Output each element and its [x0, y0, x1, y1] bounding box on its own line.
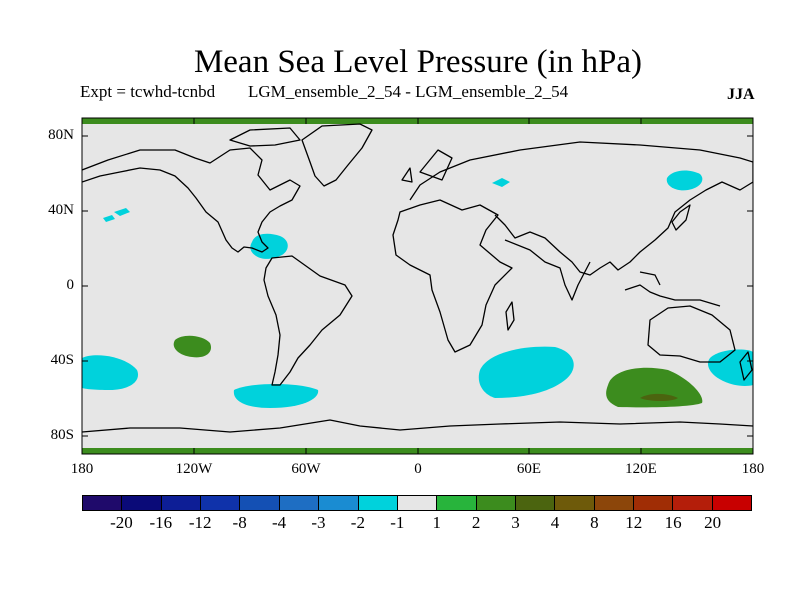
- new-zealand: [739, 351, 753, 381]
- colorbar-cell: [240, 496, 280, 510]
- drake-passage: [233, 384, 319, 408]
- north-atlantic-small: [492, 178, 510, 187]
- lat-label-40s: 40S: [50, 352, 74, 368]
- colorbar-cell: [279, 496, 320, 510]
- colorbar-cell: [358, 496, 398, 510]
- indonesia: [624, 271, 721, 307]
- colorbar-label: 2: [471, 513, 481, 532]
- tasman-sea: [707, 349, 753, 386]
- season-label: JJA: [727, 86, 755, 103]
- colorbar-label: 20: [704, 513, 722, 532]
- lat-label-80s: 80S: [50, 427, 74, 443]
- colorbar-cell: [397, 496, 438, 510]
- colorbar-label: 3: [511, 513, 520, 532]
- lon-label-120e: 120E: [625, 461, 657, 477]
- colorbar-cell: [161, 496, 202, 510]
- colorbar-label: 16: [664, 513, 682, 532]
- colorbar-cell: [319, 496, 359, 510]
- canadian-islands: [229, 127, 301, 147]
- lon-label-120w: 120W: [175, 461, 213, 477]
- north-america-coast: [82, 147, 301, 253]
- colorbar-cell: [673, 496, 713, 510]
- antarctica-coast: [82, 419, 753, 433]
- eurasia-coast: [409, 141, 753, 276]
- map-title: Mean Sea Level Pressure (in hPa): [193, 44, 643, 80]
- colorbar-label: 12: [625, 513, 643, 532]
- colorbar-cell: [201, 496, 241, 510]
- kamchatka: [666, 170, 703, 191]
- colorbar-label: 8: [590, 513, 599, 532]
- colorbar-label: 1: [432, 513, 441, 532]
- south-pacific-west: [82, 355, 139, 390]
- colorbar-cell: [83, 496, 123, 510]
- colorbar-label: -12: [188, 513, 212, 532]
- colorbar-cell: [437, 496, 477, 510]
- lon-label-60w: 60W: [291, 461, 321, 477]
- australia-coast: [647, 305, 736, 363]
- colorbar-label: 4: [550, 513, 560, 532]
- colorbar-label: -20: [110, 513, 133, 532]
- lat-label-40n: 40N: [48, 202, 74, 218]
- europe-africa-coast: [392, 199, 513, 353]
- south-of-australia: [606, 367, 703, 408]
- colorbar-label: -2: [350, 513, 365, 532]
- ensemble-label: LGM_ensemble_2_54 - LGM_ensemble_2_54: [248, 82, 569, 101]
- north-pacific-small-2: [103, 215, 115, 222]
- colorbar-label: -8: [232, 513, 247, 532]
- colorbar-cell: [476, 496, 516, 510]
- gulf-of-mexico: [250, 233, 288, 259]
- lon-label-180w: 180: [70, 461, 94, 477]
- coastlines: [82, 123, 753, 433]
- greenland-coast: [301, 123, 373, 187]
- colorbar-label: -3: [311, 513, 326, 532]
- colorbar-cell: [712, 496, 752, 510]
- arabia-india: [504, 239, 591, 301]
- colorbar-label: -16: [149, 513, 173, 532]
- japan: [671, 204, 691, 231]
- south-indian-ocean-west: [478, 346, 574, 398]
- experiment-label: Expt = tcwhd-tcnbd: [80, 82, 216, 101]
- south-america-coast: [263, 255, 353, 386]
- lat-label-80n: 80N: [48, 127, 74, 143]
- axis-ticks: [81, 118, 754, 454]
- colorbar-cell: [634, 496, 674, 510]
- colorbar-label: -4: [271, 513, 287, 532]
- madagascar: [505, 301, 515, 331]
- uk-scandinavia: [401, 149, 453, 183]
- south-pacific-positive: [173, 335, 212, 358]
- lon-label-180e: 180: [741, 461, 765, 477]
- north-pacific-small-1: [114, 208, 130, 216]
- colorbar-cell: [515, 496, 556, 510]
- lat-label-0: 0: [66, 277, 75, 293]
- colorbar-label: -1: [390, 513, 405, 532]
- lon-label-60e: 60E: [516, 461, 542, 477]
- colorbar-cell: [594, 496, 635, 510]
- south-of-australia-core: [640, 393, 678, 401]
- colorbar-cell: [555, 496, 595, 510]
- colorbar-cell: [122, 496, 162, 510]
- colorbar: [82, 495, 752, 511]
- lon-label-0: 0: [414, 461, 422, 477]
